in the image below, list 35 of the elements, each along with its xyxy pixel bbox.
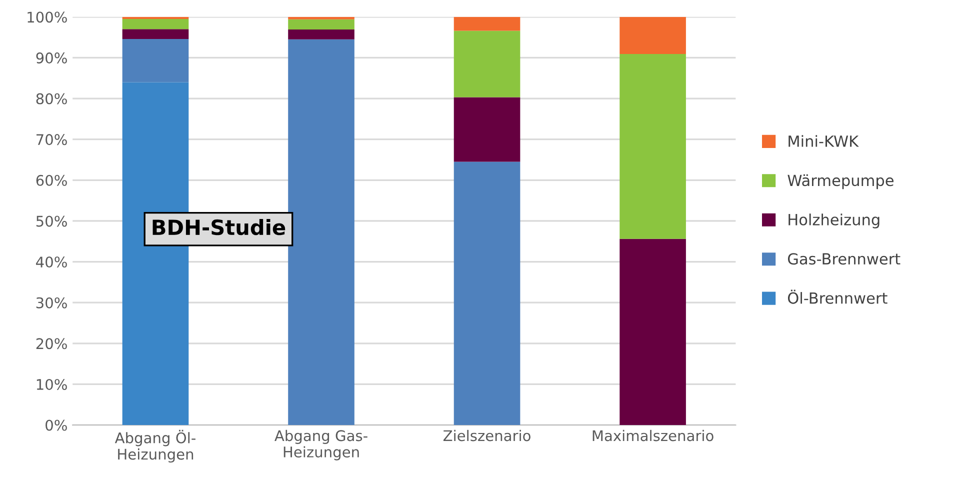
bar [288, 19, 354, 30]
bar [122, 18, 189, 30]
bar [288, 39, 354, 426]
legend-label: Mini-KWK [788, 135, 859, 147]
bar [620, 16, 686, 54]
y-tick-label: 20% [36, 338, 67, 350]
x-tick-label: Abgang Öl- Heizungen [114, 430, 196, 463]
y-tick-label: 10% [36, 378, 67, 390]
bar [454, 16, 520, 31]
x-tick-label: Maximalszenario [592, 430, 714, 442]
y-tick-label: 80% [36, 93, 67, 104]
bar [620, 238, 686, 426]
legend-label: Holzheizung [788, 214, 880, 228]
y-tick-label: 0% [46, 420, 67, 431]
bar [122, 38, 189, 82]
legend-label: Gas-Brennwert [788, 253, 900, 265]
legend-label: Wärmepumpe [788, 174, 894, 190]
y-tick-label: 50% [36, 216, 67, 227]
bar [454, 97, 520, 162]
x-tick-label: Zielszenario [443, 430, 530, 442]
y-tick-label: 90% [36, 52, 67, 64]
y-tick-label: 30% [36, 297, 67, 308]
bar [454, 30, 520, 98]
y-tick-label: 40% [36, 256, 67, 268]
legend-label: Öl-Brennwert [788, 290, 888, 304]
annotation: BDH-Studie [152, 219, 286, 236]
x-tick-label: Abgang Gas- Heizungen [274, 430, 368, 460]
y-tick-label: 100% [28, 12, 67, 23]
y-tick-label: 70% [36, 134, 67, 146]
bar [454, 162, 520, 426]
bar [288, 16, 354, 20]
y-tick-label: 60% [36, 174, 67, 186]
bar [620, 54, 686, 239]
bar [122, 29, 189, 39]
bar [288, 30, 354, 40]
